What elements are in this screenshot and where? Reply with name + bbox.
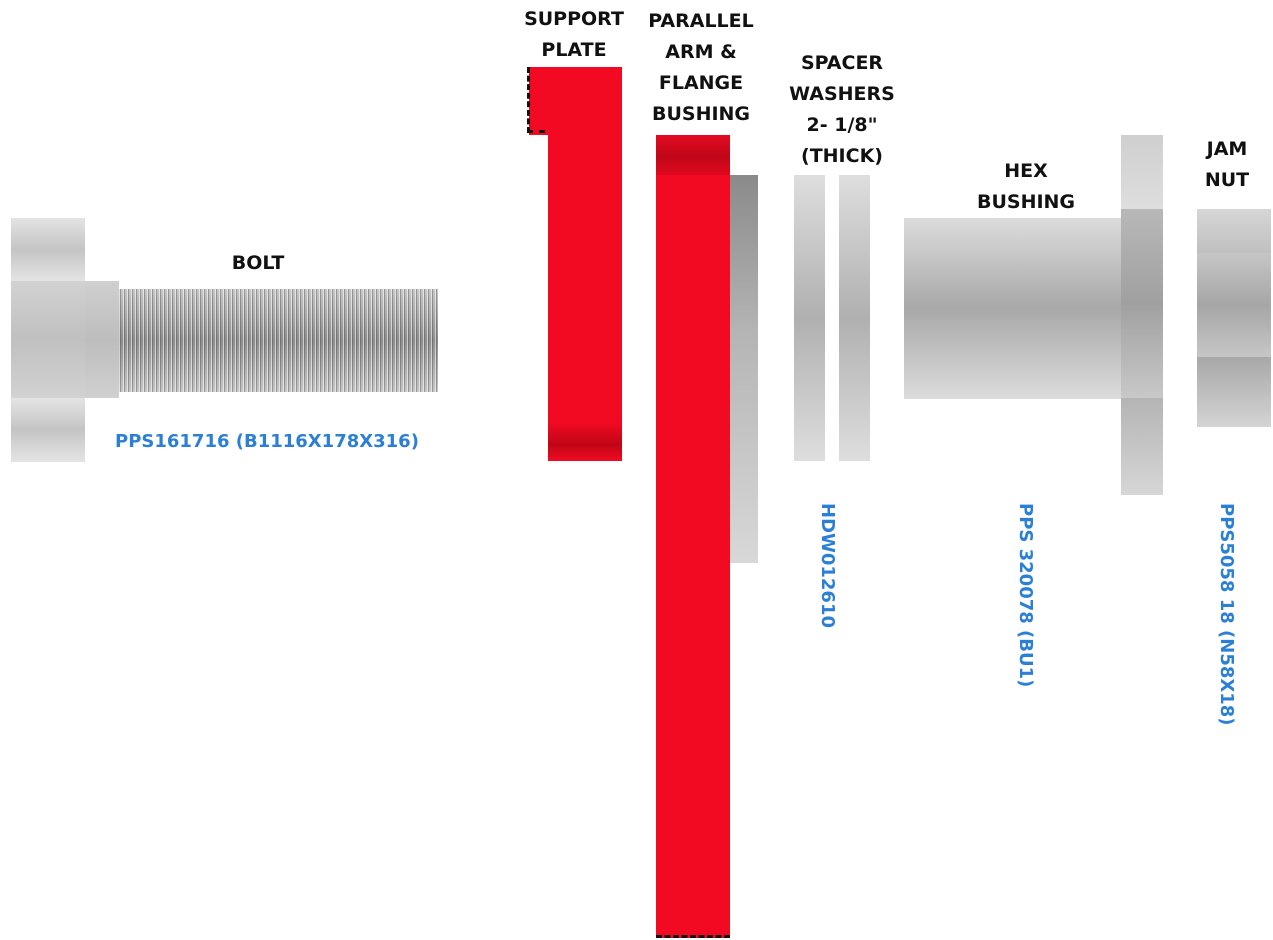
hex-bushing-label: HEX BUSHING	[966, 156, 1086, 218]
jam-nut-part-number: PPS5058 18 (N58X18)	[1216, 503, 1237, 726]
bolt-head-bottom	[11, 398, 85, 462]
bolt-head-middle	[11, 281, 85, 398]
parallel-arm-body	[656, 175, 730, 938]
spacer-washers-label: SPACER WASHERS 2- 1/8" (THICK)	[783, 48, 901, 172]
jam-nut-top	[1197, 209, 1271, 253]
spacer-washers-part-number: HDW012610	[817, 503, 838, 628]
bolt-part-number: PPS161716 (B1116X178X316)	[115, 431, 419, 452]
jam-nut-label: JAM NUT	[1186, 134, 1268, 196]
bolt-head-top	[11, 218, 85, 281]
hex-bushing-part-number: PPS 320078 (BU1)	[1015, 503, 1036, 687]
spacer-washer-1	[794, 175, 825, 461]
spacer-washer-2	[839, 175, 870, 461]
parallel-arm-dashed-edge	[656, 935, 730, 938]
hex-bushing-body	[904, 218, 1122, 399]
bolt-label: BOLT	[218, 248, 298, 279]
parallel-arm-top	[656, 135, 730, 175]
hex-bushing-flange-middle	[1121, 209, 1163, 398]
bolt-shoulder	[85, 281, 119, 398]
bolt-thread	[119, 289, 438, 392]
hex-bushing-flange-top	[1121, 135, 1163, 209]
hex-bushing-flange-bottom	[1121, 398, 1163, 495]
jam-nut-bottom	[1197, 357, 1271, 427]
flange-bushing	[730, 175, 758, 563]
support-plate-body	[548, 135, 622, 461]
support-plate-dashed-edge	[527, 67, 545, 133]
jam-nut-middle	[1197, 253, 1271, 357]
parallel-arm-label: PARALLEL ARM & FLANGE BUSHING	[640, 6, 762, 130]
support-plate-label: SUPPORT PLATE	[518, 4, 630, 66]
